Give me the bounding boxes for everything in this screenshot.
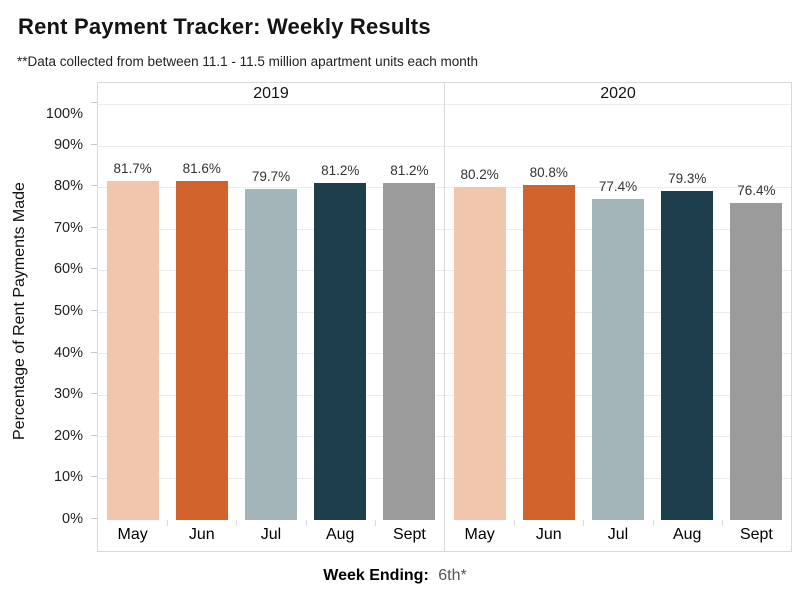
month-label: Jun — [514, 520, 583, 551]
chart-title: Rent Payment Tracker: Weekly Results — [18, 14, 431, 39]
bar-slot: 81.2% — [375, 105, 444, 521]
y-tick-label: 80% — [53, 178, 83, 195]
y-tick-mark — [91, 393, 97, 395]
bar-2019-Sept[interactable] — [383, 183, 436, 521]
month-label: Aug — [305, 520, 375, 551]
bar-2019-Aug[interactable] — [314, 183, 367, 521]
month-label: Sept — [721, 520, 791, 551]
bar-2019-Jun[interactable] — [175, 181, 228, 521]
panel-plot: 81.7% 81.6% 79.7% 81.2% 81.2% — [98, 104, 444, 521]
y-tick-label: 10% — [53, 469, 83, 486]
month-label: Jul — [236, 520, 305, 551]
bar-value-label: 81.2% — [321, 163, 360, 179]
y-tick-mark — [91, 226, 97, 228]
chart-frame: 2019 81.7% 81.6% 79.7% 81.2% 81.2% May Jun Jul… — [97, 82, 792, 552]
gridline — [98, 104, 444, 105]
bar-slot: 81.2% — [306, 105, 375, 521]
bar-slot: 79.7% — [236, 105, 305, 521]
bar-value-label: 81.6% — [182, 161, 221, 177]
month-label: May — [117, 526, 148, 544]
y-tick-mark — [91, 102, 97, 103]
x-axis-caption: Week Ending: 6th* — [0, 567, 790, 585]
bar-slot: 77.4% — [583, 105, 652, 521]
month-label: Sept — [374, 520, 444, 551]
month-row: May Jun Jul Aug Sept — [445, 520, 791, 552]
y-tick-mark — [91, 310, 97, 311]
month-label: Aug — [652, 520, 722, 551]
bar-slot: 76.4% — [722, 105, 791, 521]
y-tick-label: 100% — [45, 106, 83, 122]
bar-value-label: 81.7% — [113, 160, 152, 176]
y-tick-label: 20% — [53, 427, 83, 444]
bar-value-label: 79.7% — [251, 169, 291, 185]
gridline — [98, 145, 444, 147]
chart-subtitle: **Data collected from between 11.1 - 11.… — [17, 54, 478, 69]
bar-value-label: 79.3% — [668, 170, 707, 186]
panel-plot: 80.2% 80.8% 77.4% 79.3% 76.4% — [445, 104, 791, 521]
bar-value-label: 80.2% — [460, 167, 499, 183]
bar-2020-Jun[interactable] — [522, 184, 575, 521]
x-axis-caption-value: 6th* — [438, 567, 467, 584]
y-tick-mark — [91, 351, 97, 353]
y-tick-mark — [91, 434, 97, 436]
y-tick-label: 40% — [53, 344, 83, 361]
gridline — [445, 187, 791, 189]
bar-slot: 80.2% — [445, 105, 514, 521]
y-tick-label: 50% — [53, 303, 83, 319]
bar-value-label: 81.2% — [390, 163, 429, 179]
y-tick-label: 0% — [62, 511, 83, 527]
gridline — [98, 187, 444, 189]
bar-2020-May[interactable] — [453, 187, 506, 521]
bar-slot: 81.6% — [167, 105, 236, 521]
bar-2020-Aug[interactable] — [661, 190, 714, 521]
bar-slot: 79.3% — [653, 105, 722, 521]
y-tick-mark — [91, 268, 97, 270]
bar-value-label: 77.4% — [598, 178, 638, 194]
month-row: May Jun Jul Aug Sept — [98, 520, 444, 552]
bar-2020-Sept[interactable] — [730, 202, 783, 521]
bar-value-label: 80.8% — [529, 164, 568, 180]
gridline — [445, 145, 791, 147]
bar-2020-Jul[interactable] — [592, 198, 644, 521]
year-label: 2019 — [98, 82, 444, 105]
bar-slot: 81.7% — [98, 105, 167, 521]
bar-2019-Jul[interactable] — [245, 189, 297, 521]
year-panel: 2019 81.7% 81.6% 79.7% 81.2% 81.2% May Jun Jul… — [98, 82, 444, 552]
y-tick-mark — [91, 518, 97, 519]
gridline — [445, 104, 791, 105]
y-tick-mark — [91, 476, 97, 478]
month-label: Jul — [583, 520, 652, 551]
month-label: May — [464, 526, 495, 544]
y-axis: 100% 90% 80% 70% 60% 50% 40% 30% 20% 10% 0% — [0, 102, 97, 527]
y-tick-label: 70% — [53, 219, 83, 236]
year-label: 2020 — [445, 82, 791, 105]
y-tick-mark — [91, 185, 97, 187]
x-axis-caption-label: Week Ending: — [323, 567, 429, 584]
y-tick-mark — [91, 143, 97, 145]
bar-2019-May[interactable] — [106, 180, 159, 521]
bars-row: 81.7% 81.6% 79.7% 81.2% 81.2% — [98, 105, 444, 521]
bar-slot: 80.8% — [514, 105, 583, 521]
y-tick-label: 30% — [53, 386, 83, 403]
year-panel: 2020 80.2% 80.8% 77.4% 79.3% 76.4% May Jun Jul… — [444, 82, 791, 552]
y-tick-label: 60% — [53, 261, 83, 278]
month-label: Jun — [167, 520, 236, 551]
bar-value-label: 76.4% — [737, 182, 776, 198]
y-tick-label: 90% — [53, 136, 83, 153]
bars-row: 80.2% 80.8% 77.4% 79.3% 76.4% — [445, 105, 791, 521]
